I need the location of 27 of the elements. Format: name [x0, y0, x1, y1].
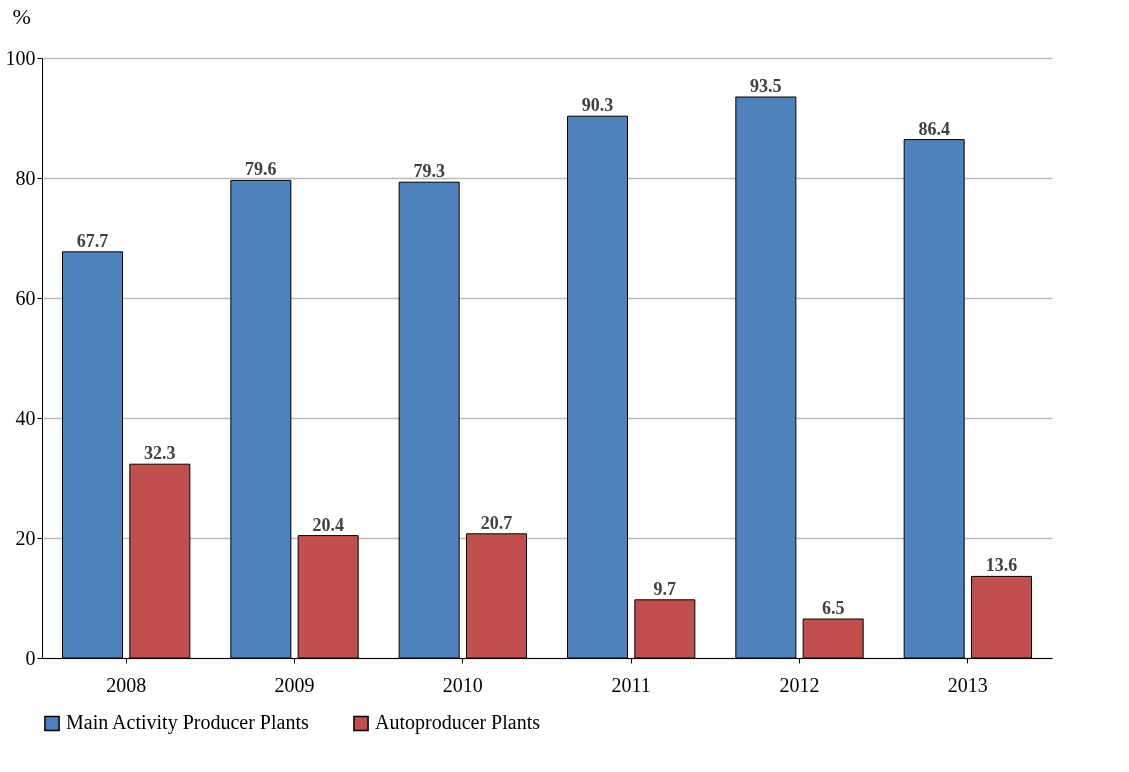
data-label: 90.3 [581, 95, 614, 116]
data-label: 13.6 [985, 555, 1018, 576]
legend-label: Autoproducer Plants [375, 711, 541, 735]
x-tick-label: 2013 [947, 673, 988, 696]
y-tick-label: 100 [5, 46, 36, 69]
data-label: 79.6 [245, 159, 277, 180]
y-axis-title: % [12, 3, 31, 29]
y-tick-label: 60 [15, 286, 36, 309]
y-tick-label: 40 [15, 406, 36, 429]
x-tick-label: 2010 [442, 673, 483, 696]
data-label: 20.4 [312, 514, 344, 535]
x-tick-label: 2012 [779, 673, 820, 696]
y-tick-label: 20 [15, 526, 36, 549]
y-tick-label: 80 [15, 166, 36, 189]
legend-label: Main Activity Producer Plants [66, 711, 309, 735]
data-label: 93.5 [750, 76, 782, 96]
data-label: 20.7 [480, 512, 513, 533]
data-label: 86.4 [918, 118, 950, 139]
data-label: 6.5 [821, 598, 845, 618]
data-label: 67.7 [76, 230, 109, 251]
data-label: 32.3 [144, 443, 176, 464]
x-tick-label: 2009 [274, 673, 315, 696]
x-tick-label: 2008 [106, 673, 147, 696]
y-tick-label: 0 [25, 646, 36, 669]
data-label: 9.7 [653, 578, 677, 599]
data-label: 79.3 [413, 161, 445, 182]
x-tick-label: 2011 [611, 673, 651, 696]
